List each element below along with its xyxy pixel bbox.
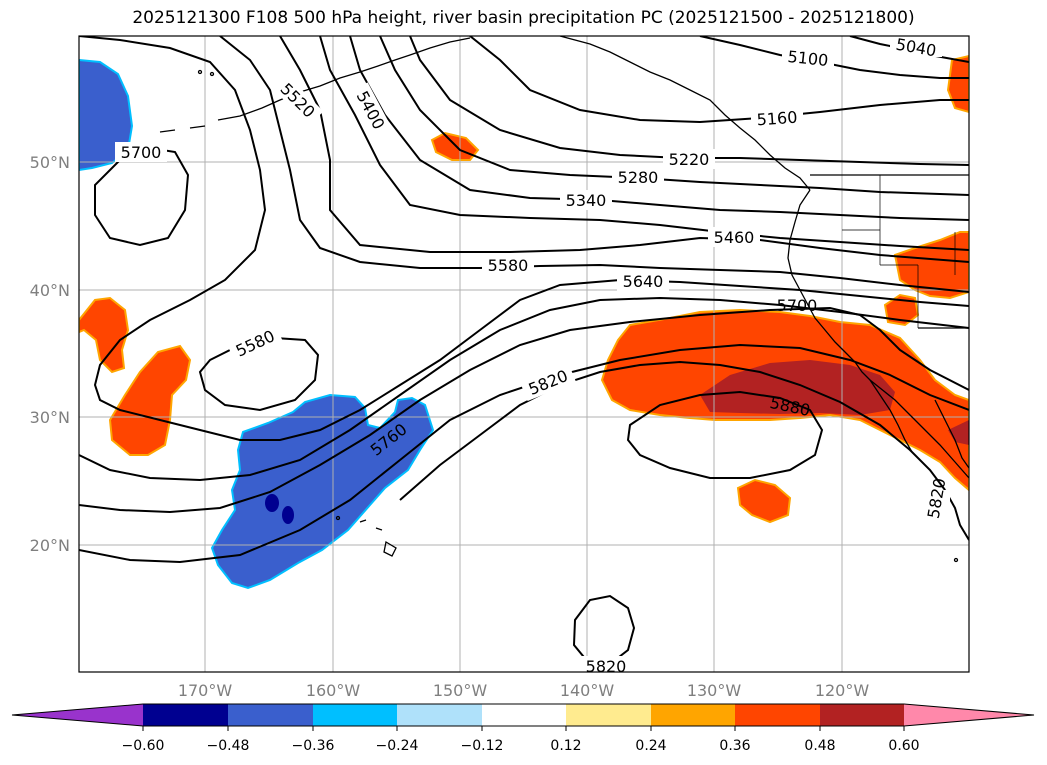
longitude-label: 160°W (306, 681, 361, 700)
contour-5700-main (79, 306, 969, 514)
colorbar-tick-label: 0.48 (804, 738, 835, 754)
contour-5460 (279, 36, 969, 263)
colorbar-segment (820, 704, 904, 726)
north-america-west-coast (787, 189, 969, 479)
map-frame (78, 35, 970, 673)
colorbar-segment (482, 704, 566, 726)
colorbar-tick-label: −0.12 (461, 738, 504, 754)
colorbar-segment (397, 704, 482, 726)
hawaii-islands (359, 519, 397, 557)
latitude-label: 50°N (30, 153, 70, 172)
colorbar-segment (228, 704, 313, 726)
latitude-label: 30°N (30, 408, 70, 427)
contour-5100 (699, 36, 969, 79)
longitude-label: 130°W (687, 681, 742, 700)
positive-anomaly-east-small (736, 478, 792, 524)
alaska-aleutian-coast (159, 37, 471, 133)
graticule (79, 36, 969, 672)
contour-5280 (379, 36, 969, 196)
contour-5820 (399, 360, 946, 501)
contour-label: 5460 (714, 228, 755, 247)
colorbar-extend-high (904, 704, 1034, 726)
latitude-label: 20°N (30, 536, 70, 555)
contour-5820-closed (572, 594, 636, 666)
contour-label: 5160 (756, 108, 798, 130)
contour-label: 5100 (787, 47, 829, 70)
positive-anomaly-west (108, 344, 192, 456)
longitude-label: 120°W (815, 681, 870, 700)
colorbar-extend-low (12, 704, 143, 726)
positive-anomaly-far-northeast (946, 54, 969, 114)
colorbar-tick-label: 0.60 (888, 738, 919, 754)
contour-5520 (219, 36, 969, 293)
negative-anomaly-core (282, 506, 294, 524)
map-title: 2025121300 F108 500 hPa height, river ba… (132, 8, 915, 28)
contour-5400 (319, 36, 969, 251)
contour-label: 5340 (566, 191, 607, 210)
contour-label: 5280 (618, 168, 659, 187)
colorbar-segment (735, 704, 820, 726)
alaska-coast (559, 36, 811, 191)
longitude-labels: 170°W 160°W 150°W 140°W 130°W 120°W (178, 681, 870, 700)
colorbar-tick-label: −0.60 (122, 738, 165, 754)
positive-anomaly-far-west (79, 296, 130, 374)
contour-5880 (626, 390, 824, 479)
colorbar-segment (566, 704, 651, 726)
coastlines (159, 36, 969, 563)
longitude-label: 140°W (560, 681, 615, 700)
contour-label: 5640 (623, 272, 664, 291)
contour-label: 5220 (669, 150, 710, 169)
contour-label: 5580 (488, 256, 529, 275)
latitude-labels: 50°N 40°N 30°N 20°N (30, 153, 70, 555)
colorbar-tick-label: −0.36 (292, 738, 335, 754)
contour-label: 5700 (777, 296, 818, 315)
colorbar-tick-label: 0.24 (635, 738, 666, 754)
contour-label: 5820 (586, 657, 627, 676)
contour-5160 (469, 36, 969, 124)
colorbar-tick-label: 0.12 (550, 738, 581, 754)
colorbar-segment (313, 704, 397, 726)
latitude-label: 40°N (30, 281, 70, 300)
contour-5640 (79, 296, 969, 482)
longitude-label: 170°W (178, 681, 233, 700)
colorbar-tick-label: −0.48 (207, 738, 250, 754)
colorbar-tick-label: −0.24 (376, 738, 419, 754)
positive-anomaly-east-core (948, 420, 969, 445)
colorbar-segment (143, 704, 228, 726)
contour-label: 5700 (121, 143, 162, 162)
longitude-label: 150°W (433, 681, 488, 700)
negative-anomaly-central (210, 393, 435, 590)
colorbar-tick-label: 0.36 (719, 738, 750, 754)
state-borders (842, 175, 956, 328)
positive-anomaly-east-core (700, 360, 895, 415)
negative-anomaly-core (265, 494, 279, 512)
colorbar: −0.60 −0.48 −0.36 −0.24 −0.12 0.12 0.24 … (11, 703, 1035, 754)
height-contours (79, 36, 969, 666)
contour-5220 (409, 36, 969, 166)
colorbar-segment (651, 704, 735, 726)
